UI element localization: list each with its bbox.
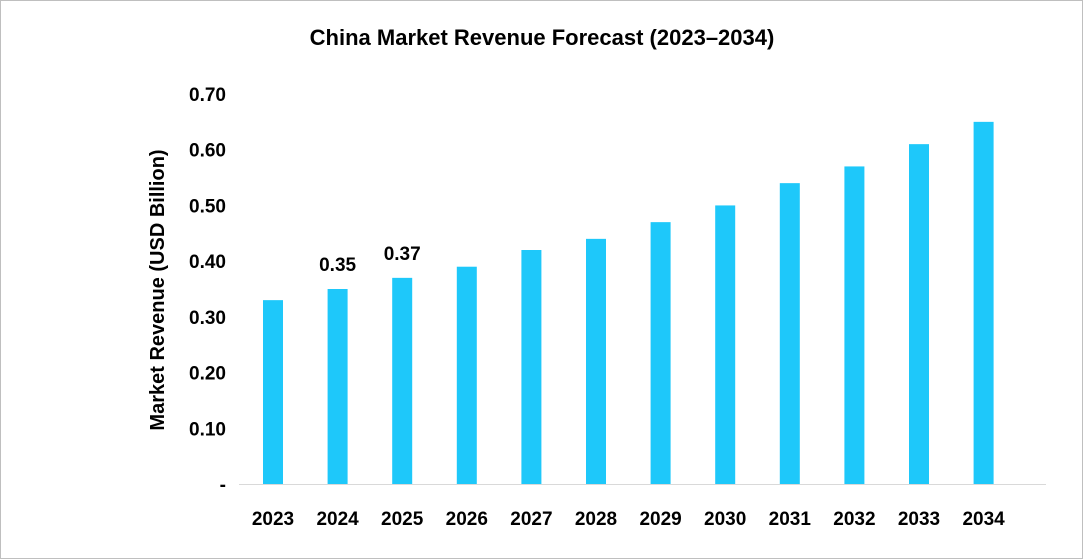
x-tick-label: 2031: [769, 509, 812, 530]
bar-2030: [715, 205, 736, 484]
bar-2034: [973, 121, 994, 484]
bar-2027: [521, 250, 542, 484]
bar-2028: [586, 238, 606, 484]
y-tick-label: 0.20: [189, 364, 226, 385]
x-tick-label: 2023: [252, 509, 294, 530]
x-tick-label: 2034: [962, 509, 1005, 530]
bars: [263, 121, 994, 484]
y-axis-ticks: - 0.10 0.20 0.30 0.40 0.50 0.60 0.70: [189, 85, 226, 496]
chart-title: China Market Revenue Forecast (2023–2034…: [310, 25, 775, 50]
x-tick-label: 2028: [575, 509, 617, 530]
y-tick-label: 0.70: [189, 85, 226, 106]
bar-2031: [779, 183, 800, 484]
x-tick-label: 2026: [446, 509, 488, 530]
bar-2033: [909, 144, 929, 484]
data-label: 0.37: [384, 244, 421, 265]
data-labels: 0.35 0.37: [319, 244, 421, 276]
y-tick-label: 0.60: [189, 141, 226, 162]
y-axis-label: Market Revenue (USD Billion): [147, 149, 169, 430]
x-tick-label: 2032: [833, 509, 875, 530]
x-axis-ticks: 2023 2024 2025 2026 2027 2028 2029 2030 2031 2032…: [252, 509, 1005, 530]
x-tick-label: 2025: [381, 509, 424, 530]
bar-2029: [650, 222, 671, 484]
y-tick-label: 0.50: [189, 196, 226, 217]
y-tick-label: 0.40: [189, 252, 226, 273]
data-label: 0.35: [319, 255, 356, 276]
bar-2024: [327, 289, 348, 484]
bar-2032: [844, 166, 865, 484]
x-tick-label: 2024: [316, 509, 359, 530]
bar-2023: [263, 300, 283, 484]
y-tick-label: 0.30: [189, 308, 226, 329]
x-tick-label: 2033: [898, 509, 940, 530]
bar-2025: [392, 277, 413, 484]
bar-2026: [456, 266, 477, 484]
x-tick-label: 2030: [704, 509, 746, 530]
x-tick-label: 2029: [639, 509, 681, 530]
x-tick-label: 2027: [510, 509, 552, 530]
y-tick-label: -: [220, 475, 226, 496]
y-tick-label: 0.10: [189, 419, 226, 440]
